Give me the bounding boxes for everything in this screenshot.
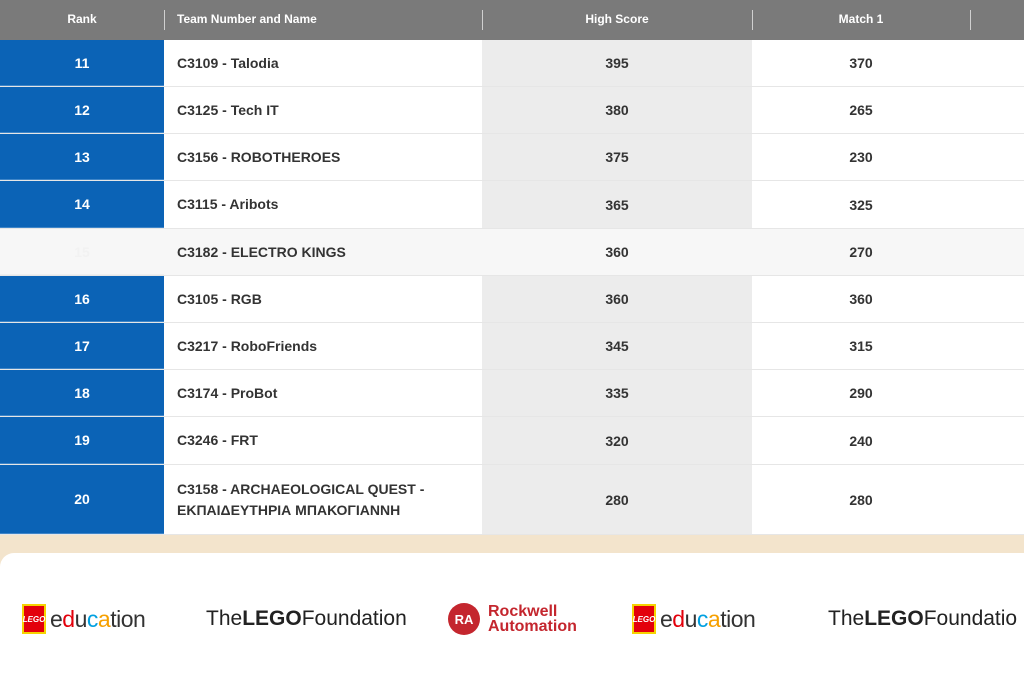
rank-cell: 19 — [0, 417, 164, 464]
rank-cell: 14 — [0, 181, 164, 228]
rank-cell: 13 — [0, 134, 164, 180]
high-score-cell: 360 — [482, 276, 752, 322]
lego-education-logo: LEGO education — [22, 601, 146, 637]
high-score-cell: 365 — [482, 181, 752, 228]
lego-education-logo: LEGO education — [632, 601, 756, 637]
table-row[interactable]: 20 C3158 - ARCHAEOLOGICAL QUEST - ΕΚΠΑΙΔΕ… — [0, 465, 1024, 535]
match1-cell: 265 — [849, 102, 873, 118]
team-cell: C3217 - RoboFriends — [177, 337, 318, 354]
header-match1[interactable]: Match 1 — [838, 12, 884, 26]
high-score-cell: 360 — [482, 229, 752, 275]
header-divider — [970, 10, 971, 30]
table-row[interactable]: 16 C3105 - RGB 360 360 — [0, 276, 1024, 323]
table-row[interactable]: 17 C3217 - RoboFriends 345 315 — [0, 323, 1024, 370]
table-row[interactable]: 14 C3115 - Aribots 365 325 — [0, 181, 1024, 229]
high-score-cell: 345 — [482, 323, 752, 369]
table-row[interactable]: 12 C3125 - Tech IT 380 265 — [0, 87, 1024, 134]
match1-cell: 240 — [849, 432, 873, 449]
team-cell: C3109 - Talodia — [177, 54, 279, 71]
header-divider — [482, 10, 483, 30]
high-score-cell: 280 — [482, 465, 752, 534]
table-row[interactable]: 19 C3246 - FRT 320 240 — [0, 417, 1024, 465]
lego-logo-mark: LEGO — [632, 604, 656, 634]
match1-cell: 280 — [849, 491, 873, 508]
rank-cell: 18 — [0, 370, 164, 416]
lego-foundation-logo: The ​LEGO Foundation — [206, 607, 407, 630]
leaderboard-table: Rank Team Number and Name High Score Mat… — [0, 0, 1024, 535]
header-divider — [164, 10, 165, 30]
header-team[interactable]: Team Number and Name — [177, 12, 317, 26]
rank-cell: 12 — [0, 87, 164, 133]
match1-cell: 360 — [849, 291, 873, 307]
high-score-cell: 380 — [482, 87, 752, 133]
rank-cell: 20 — [0, 465, 164, 534]
table-row[interactable]: 15 C3182 - ELECTRO KINGS 360 270 — [0, 229, 1024, 276]
rank-cell: 15 — [0, 229, 164, 275]
match1-cell: 270 — [849, 244, 873, 260]
high-score-cell: 335 — [482, 370, 752, 416]
rockwell-wordmark: Rockwell Automation — [488, 603, 577, 635]
match1-cell: 370 — [849, 55, 873, 71]
education-wordmark: education — [50, 605, 146, 632]
rockwell-automation-logo: RA Rockwell Automation — [448, 601, 577, 637]
sponsor-banner: LEGO education The ​LEGO Foundation RA R… — [0, 553, 1024, 683]
table-row[interactable]: 11 C3109 - Talodia 395 370 — [0, 40, 1024, 87]
team-cell: C3125 - Tech IT — [177, 101, 279, 118]
team-cell: C3246 - FRT — [177, 432, 258, 448]
high-score-cell: 395 — [482, 40, 752, 86]
rank-cell: 17 — [0, 323, 164, 369]
education-wordmark: education — [660, 605, 756, 632]
team-cell: C3156 - ROBOTHEROES — [177, 148, 341, 165]
header-divider — [752, 10, 753, 30]
table-row[interactable]: 18 C3174 - ProBot 335 290 — [0, 370, 1024, 417]
match1-cell: 290 — [849, 385, 873, 401]
table-row[interactable]: 13 C3156 - ROBOTHEROES 375 230 — [0, 134, 1024, 181]
header-rank[interactable]: Rank — [67, 12, 97, 26]
rank-cell: 11 — [0, 40, 164, 86]
rockwell-mark: RA — [448, 603, 480, 635]
match1-cell: 325 — [849, 196, 873, 213]
high-score-cell: 320 — [482, 417, 752, 464]
header-high-score[interactable]: High Score — [585, 12, 649, 26]
high-score-cell: 375 — [482, 134, 752, 180]
match1-cell: 230 — [849, 149, 873, 165]
team-cell: C3182 - ELECTRO KINGS — [177, 243, 346, 260]
team-cell: C3105 - RGB — [177, 290, 262, 307]
table-header: Rank Team Number and Name High Score Mat… — [0, 0, 1024, 40]
lego-logo-mark: LEGO — [22, 604, 46, 634]
lego-foundation-logo: The ​LEGO Foundatio — [828, 607, 1018, 630]
team-cell: C3115 - Aribots — [177, 196, 279, 212]
rank-cell: 16 — [0, 276, 164, 322]
match1-cell: 315 — [849, 338, 873, 354]
team-cell: C3158 - ARCHAEOLOGICAL QUEST - ΕΚΠΑΙΔΕΥΤ… — [177, 480, 425, 518]
team-cell: C3174 - ProBot — [177, 384, 278, 401]
